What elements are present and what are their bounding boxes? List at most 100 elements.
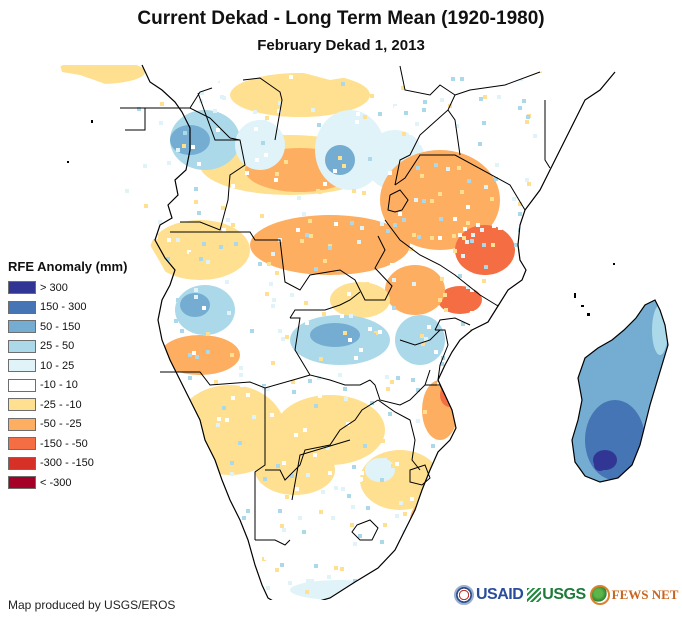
anomaly-pixel — [495, 75, 499, 79]
anomaly-pixel — [362, 181, 366, 185]
anomaly-pixel — [288, 560, 292, 564]
anomaly-patch — [330, 282, 390, 318]
anomaly-pixel — [453, 489, 457, 493]
anomaly-patch — [60, 64, 145, 84]
anomaly-pixel — [304, 291, 308, 295]
anomaly-pixel — [409, 131, 413, 135]
anomaly-pixel — [194, 187, 198, 191]
anomaly-pixel — [419, 141, 423, 145]
anomaly-pixel — [326, 100, 330, 104]
anomaly-pixel — [366, 592, 370, 596]
anomaly-pixel — [465, 240, 469, 244]
anomaly-pixel — [530, 343, 534, 347]
anomaly-pixel — [498, 226, 502, 230]
anomaly-pixel — [310, 401, 314, 405]
anomaly-pixel — [478, 436, 482, 440]
anomaly-pixel — [174, 319, 178, 323]
anomaly-pixel — [222, 406, 226, 410]
legend: RFE Anomaly (mm) > 300 150 - 300 50 - 150 2… — [8, 259, 127, 493]
anomaly-pixel — [216, 79, 220, 83]
anomaly-pixel — [289, 75, 293, 79]
anomaly-pixel — [311, 108, 315, 112]
usaid-logo: USAID — [454, 585, 524, 605]
usgs-wave-icon — [527, 588, 542, 602]
anomaly-pixel — [380, 540, 384, 544]
anomaly-pixel — [515, 392, 519, 396]
anomaly-pixel — [368, 157, 372, 161]
anomaly-pixel — [328, 246, 332, 250]
legend-swatch — [8, 437, 36, 451]
anomaly-pixel — [138, 239, 142, 243]
anomaly-pixel — [276, 464, 280, 468]
anomaly-pixel — [173, 403, 177, 407]
anomaly-pixel — [159, 121, 163, 125]
anomaly-pixel — [525, 348, 529, 352]
legend-swatch — [8, 281, 36, 295]
anomaly-pixel — [197, 211, 201, 215]
partner-logos: USAID USGS FEWS NET — [454, 585, 678, 605]
anomaly-pixel — [357, 240, 361, 244]
anomaly-pixel — [139, 406, 143, 410]
anomaly-pixel — [302, 530, 306, 534]
anomaly-pixel — [437, 382, 441, 386]
anomaly-pixel — [303, 428, 307, 432]
anomaly-pixel — [440, 277, 444, 281]
globe-icon — [589, 585, 610, 605]
anomaly-pixel — [492, 224, 496, 228]
anomaly-pixel — [129, 495, 133, 499]
anomaly-pixel — [427, 325, 431, 329]
anomaly-pixel — [458, 274, 462, 278]
anomaly-pixel — [437, 487, 441, 491]
anomaly-pixel — [520, 431, 524, 435]
anomaly-pixel — [150, 452, 154, 456]
anomaly-pixel — [525, 120, 529, 124]
anomaly-pixel — [527, 182, 531, 186]
anomaly-pixel — [203, 200, 207, 204]
anomaly-pixel — [264, 153, 268, 157]
anomaly-pixel — [404, 111, 408, 115]
anomaly-pixel — [231, 337, 235, 341]
anomaly-pixel — [232, 569, 236, 573]
anomaly-pixel — [216, 128, 220, 132]
anomaly-pixel — [494, 394, 498, 398]
anomaly-pixel — [154, 325, 158, 329]
anomaly-pixel — [144, 204, 148, 208]
anomaly-pixel — [206, 350, 210, 354]
legend-item: < -300 — [8, 473, 127, 493]
anomaly-pixel — [507, 526, 511, 530]
anomaly-pixel — [375, 594, 379, 598]
anomaly-pixel — [359, 348, 363, 352]
anomaly-pixel — [173, 581, 177, 585]
anomaly-pixel — [531, 466, 535, 470]
anomaly-pixel — [166, 257, 170, 261]
anomaly-pixel — [305, 321, 309, 325]
anomaly-pixel — [444, 308, 448, 312]
anomaly-pixel — [151, 268, 155, 272]
anomaly-pixel — [271, 252, 275, 256]
anomaly-pixel — [379, 582, 383, 586]
anomaly-patch — [585, 400, 645, 480]
anomaly-pixel — [155, 105, 159, 109]
anomaly-pixel — [461, 254, 465, 258]
anomaly-patch — [160, 335, 240, 375]
legend-item: -300 - -150 — [8, 454, 127, 474]
anomaly-pixel — [197, 558, 201, 562]
anomaly-pixel — [165, 477, 169, 481]
anomaly-pixel — [366, 506, 370, 510]
anomaly-pixel — [219, 573, 223, 577]
anomaly-patch — [438, 286, 482, 314]
anomaly-pixel — [416, 388, 420, 392]
anomaly-pixel — [163, 507, 167, 511]
anomaly-pixel — [470, 425, 474, 429]
anomaly-pixel — [195, 355, 199, 359]
anomaly-pixel — [347, 292, 351, 296]
anomaly-pixel — [173, 514, 177, 518]
anomaly-pixel — [174, 405, 178, 409]
anomaly-pixel — [263, 477, 267, 481]
anomaly-pixel — [533, 134, 537, 138]
anomaly-pixel — [486, 75, 490, 79]
anomaly-pixel — [382, 66, 386, 70]
anomaly-pixel — [275, 172, 279, 176]
anomaly-pixel — [230, 461, 234, 465]
anomaly-pixel — [228, 527, 232, 531]
